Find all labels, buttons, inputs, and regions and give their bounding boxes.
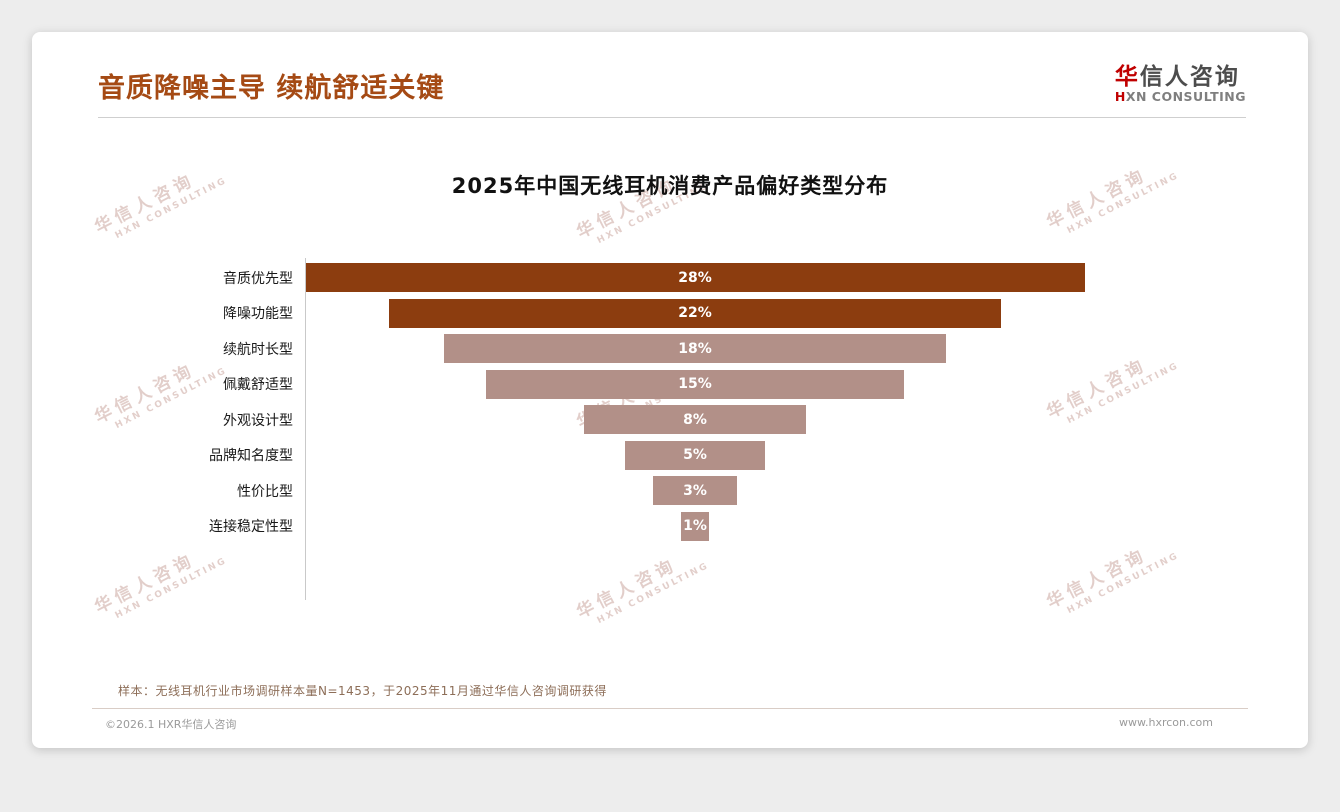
chart-row: 音质优先型 28% bbox=[32, 260, 1308, 296]
bar-外观设计型: 8% bbox=[583, 405, 807, 435]
bar-续航时长型: 18% bbox=[444, 334, 946, 364]
bar-value-label: 22% bbox=[678, 305, 712, 322]
chart-title: 2025年中国无线耳机消费产品偏好类型分布 bbox=[451, 173, 889, 198]
bar-value-label: 5% bbox=[683, 447, 707, 464]
copyright-text: ©2026.1 HXR华信人咨询 bbox=[105, 717, 237, 731]
brand-logo-cn: 华信人咨询 bbox=[1114, 64, 1240, 90]
chart-row: 佩戴舒适型 15% bbox=[32, 366, 1308, 402]
bar-area: 3% bbox=[305, 476, 1085, 506]
bar-品牌知名度型: 5% bbox=[625, 440, 765, 470]
category-label: 佩戴舒适型 bbox=[223, 377, 293, 394]
bar-降噪功能型: 22% bbox=[388, 298, 1002, 328]
chart-row: 续航时长型 18% bbox=[32, 331, 1308, 367]
bar-area: 28% bbox=[305, 263, 1085, 293]
category-label: 降噪功能型 bbox=[223, 306, 293, 323]
category-label: 音质优先型 bbox=[223, 270, 293, 287]
bar-佩戴舒适型: 15% bbox=[486, 369, 904, 399]
category-label: 续航时长型 bbox=[223, 341, 293, 358]
header-divider bbox=[98, 116, 1246, 118]
bar-连接稳定性型: 1% bbox=[681, 511, 709, 541]
header: 音质降噪主导 续航舒适关键 华信人咨询 HXN CONSULTING bbox=[32, 32, 1308, 105]
footer-divider bbox=[92, 707, 1248, 709]
category-label: 性价比型 bbox=[237, 483, 293, 500]
brand-logo: 华信人咨询 HXN CONSULTING bbox=[1115, 64, 1246, 105]
bar-area: 8% bbox=[305, 405, 1085, 435]
bar-area: 5% bbox=[305, 440, 1085, 470]
bar-value-label: 15% bbox=[678, 376, 712, 393]
bar-音质优先型: 28% bbox=[305, 263, 1085, 293]
slide-card: 华信人咨询 HXN CONSULTING 华信人咨询 HXN CONSULTING 华信… bbox=[32, 32, 1308, 748]
category-label: 外观设计型 bbox=[223, 412, 293, 429]
website-text: www.hxrcon.com bbox=[1119, 715, 1213, 729]
bar-area: 22% bbox=[305, 298, 1085, 328]
bar-area: 15% bbox=[305, 369, 1085, 399]
footer: ©2026.1 HXR华信人咨询 www.hxrcon.com bbox=[32, 709, 1308, 732]
chart-row: 连接稳定性型 1% bbox=[32, 508, 1308, 544]
chart-row: 性价比型 3% bbox=[32, 473, 1308, 509]
bar-area: 18% bbox=[305, 334, 1085, 364]
funnel-chart: 音质优先型 28% 降噪功能型 22% 续航时长型 18% 佩戴舒适型 15% 外观设计型 8% 品… bbox=[32, 257, 1308, 602]
chart-row: 外观设计型 8% bbox=[32, 402, 1308, 438]
page-title: 音质降噪主导 续航舒适关键 bbox=[98, 72, 445, 104]
category-label: 品牌知名度型 bbox=[209, 448, 293, 465]
bar-value-label: 18% bbox=[678, 340, 712, 357]
category-label: 连接稳定性型 bbox=[209, 519, 293, 536]
chart-row: 降噪功能型 22% bbox=[32, 295, 1308, 331]
brand-logo-en: HXN CONSULTING bbox=[1114, 89, 1246, 105]
bar-性价比型: 3% bbox=[653, 476, 737, 506]
bar-value-label: 1% bbox=[683, 518, 707, 535]
bar-value-label: 28% bbox=[678, 269, 712, 286]
bar-area: 1% bbox=[305, 511, 1085, 541]
bar-value-label: 3% bbox=[683, 482, 707, 499]
bar-value-label: 8% bbox=[683, 411, 707, 428]
chart-row: 品牌知名度型 5% bbox=[32, 437, 1308, 473]
sample-note: 样本：无线耳机行业市场调研样本量N=1453，于2025年11月通过华信人咨询调… bbox=[118, 683, 607, 698]
